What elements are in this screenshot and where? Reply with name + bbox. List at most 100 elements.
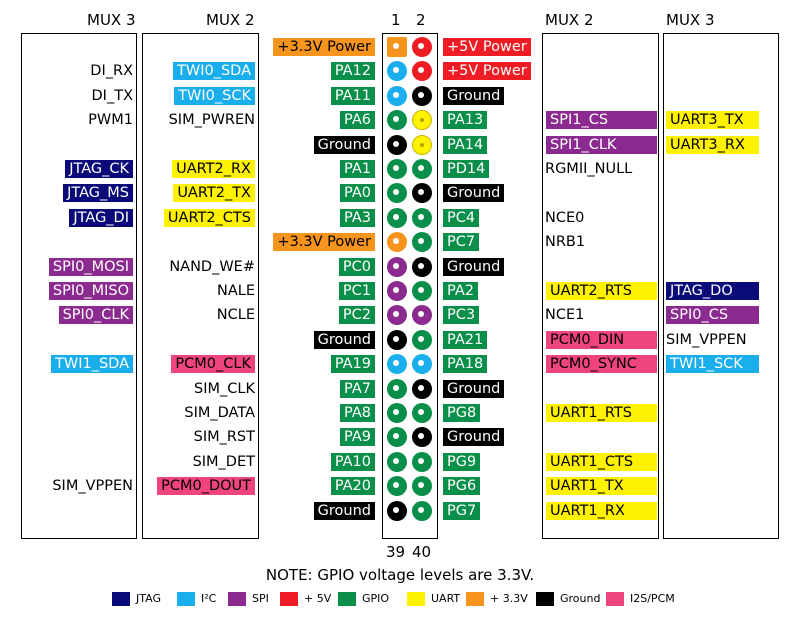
even-pin [412, 110, 432, 130]
even-pin-label: Ground [443, 87, 505, 105]
right-mux2-label: PCM0_DIN [546, 331, 657, 349]
left-mux3-label: SIM_VPPEN [52, 478, 133, 494]
odd-pin [387, 208, 407, 228]
left-mux2-label: TWI0_SDA [173, 62, 255, 80]
legend-label: I2S/PCM [630, 592, 675, 605]
left-mux2-column [142, 33, 259, 539]
even-pin [412, 427, 432, 447]
legend-swatch [338, 592, 356, 606]
left-mux2-label: SIM_DET [192, 454, 255, 470]
even-pin [412, 37, 432, 57]
legend-item-3v3: + 3.3V [466, 592, 528, 606]
right-mux2-label: NRB1 [545, 234, 586, 250]
right-mux2-label: SPI1_CLK [546, 136, 657, 154]
pin1-header: 1 [391, 11, 401, 29]
legend-label: SPI [252, 592, 269, 605]
legend-label: I²C [201, 592, 217, 605]
legend-swatch [536, 592, 554, 606]
left-mux3-label: JTAG_MS [63, 184, 133, 202]
odd-pin [387, 354, 407, 374]
legend-label: + 3.3V [490, 592, 528, 605]
legend-swatch [112, 592, 130, 606]
left-mux3-label: SPI0_MISO [48, 282, 133, 300]
odd-pin-label: PA11 [330, 87, 375, 105]
even-pin [412, 135, 432, 155]
even-pin [412, 208, 432, 228]
right-mux3-label: JTAG_DO [666, 282, 759, 300]
odd-pin-label: PA7 [340, 380, 375, 398]
legend-item-ground: Ground [536, 592, 600, 606]
right-mux2-column [542, 33, 659, 539]
legend-item-jtag: JTAG [112, 592, 161, 606]
legend-swatch [606, 592, 624, 606]
left-mux2-label: NAND_WE# [169, 259, 255, 275]
even-pin-label: PC7 [443, 233, 480, 251]
odd-pin-label: PA19 [330, 355, 375, 373]
left-mux2-label: SIM_DATA [184, 405, 255, 421]
even-pin [412, 281, 432, 301]
odd-pin [387, 61, 407, 81]
legend-item-uart: UART [407, 592, 460, 606]
right-mux2-label: UART1_RTS [546, 404, 657, 422]
odd-pin [387, 403, 407, 423]
even-pin [412, 354, 432, 374]
odd-pin-label: Ground [313, 502, 375, 520]
right-mux2-label: UART2_RTS [546, 282, 657, 300]
even-pin [412, 452, 432, 472]
right-mux3-column [663, 33, 779, 539]
odd-pin [387, 257, 407, 277]
right-mux2-label: SPI1_CS [546, 111, 657, 129]
left-mux2-label: NCLE [216, 307, 255, 323]
legend-swatch [280, 592, 298, 606]
odd-pin-label: PA9 [340, 428, 375, 446]
even-pin [412, 476, 432, 496]
left-mux2-label: PCM0_DOUT [157, 477, 255, 495]
odd-pin-label: PC1 [338, 282, 375, 300]
left-mux3-column [21, 33, 137, 539]
odd-pin-label: PA8 [340, 404, 375, 422]
even-pin-label: PA2 [443, 282, 478, 300]
legend-swatch [228, 592, 246, 606]
legend-item-pcm: I2S/PCM [606, 592, 675, 606]
even-pin [412, 61, 432, 81]
right-mux3-label: TWI1_SCK [666, 355, 759, 373]
left-mux2-label: SIM_CLK [194, 381, 255, 397]
legend-label: Ground [560, 592, 601, 605]
pin40-label: 40 [412, 543, 432, 561]
odd-pin [387, 110, 407, 130]
right-mux3-label: UART3_RX [666, 136, 759, 154]
even-pin-label: Ground [443, 184, 505, 202]
left-mux2-label: PCM0_CLK [171, 355, 255, 373]
left-mux3-label: PWM1 [88, 112, 133, 128]
left-mux2-label: TWI0_SCK [174, 87, 255, 105]
legend-label: + 5V [304, 592, 332, 605]
odd-pin [387, 330, 407, 350]
left-mux2-label: SIM_RST [193, 429, 255, 445]
left-mux3-label: TWI1_SDA [51, 355, 133, 373]
odd-pin-label: PA1 [340, 160, 375, 178]
even-pin-label: PA14 [443, 136, 488, 154]
even-pin-label: PA18 [443, 355, 488, 373]
gpio-voltage-note: NOTE: GPIO voltage levels are 3.3V. [265, 566, 535, 584]
even-pin-label: PC3 [443, 306, 480, 324]
right-mux2-label: NCE0 [545, 210, 585, 226]
legend-item-i2c: I²C [177, 592, 216, 606]
legend-swatch [177, 592, 195, 606]
even-pin-label: PA13 [443, 111, 488, 129]
pin2-header: 2 [416, 11, 426, 29]
even-pin-label: PG7 [443, 502, 481, 520]
right-mux3-header: MUX 3 [666, 11, 715, 29]
odd-pin-label: Ground [313, 331, 375, 349]
right-mux2-label: UART1_CTS [546, 453, 657, 471]
odd-pin [387, 427, 407, 447]
right-mux2-label: PCM0_SYNC [546, 355, 657, 373]
odd-pin-label: Ground [313, 136, 375, 154]
odd-pin-label: PA10 [330, 453, 375, 471]
even-pin-label: +5V Power [443, 62, 531, 80]
odd-pin-label: +3.3V Power [273, 38, 375, 56]
legend-item-spi: SPI [228, 592, 269, 606]
left-mux2-label: UART2_CTS [163, 209, 255, 227]
odd-pin [387, 183, 407, 203]
left-mux3-label: SPI0_CLK [58, 306, 133, 324]
even-pin [412, 501, 432, 521]
